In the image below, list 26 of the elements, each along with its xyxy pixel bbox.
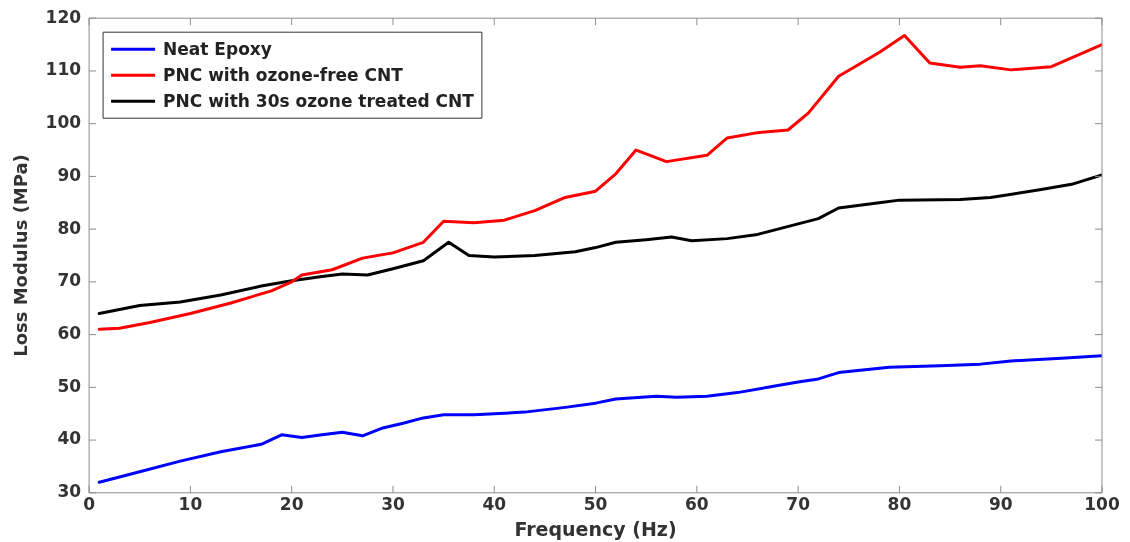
- x-tick-label: 100: [1084, 494, 1120, 515]
- x-tick-label: 70: [786, 494, 811, 515]
- y-tick-label: 70: [57, 270, 82, 291]
- legend-label: Neat Epoxy: [163, 38, 272, 59]
- x-tick-label: 90: [988, 494, 1013, 515]
- y-tick-label: 80: [57, 217, 82, 238]
- y-tick-label: 50: [57, 375, 82, 396]
- x-tick-label: 0: [83, 494, 96, 515]
- x-axis-title: Frequency (Hz): [514, 517, 677, 540]
- x-tick-label: 80: [887, 494, 912, 515]
- y-tick-label: 120: [45, 6, 82, 27]
- y-tick-label: 30: [57, 481, 82, 502]
- legend-label: PNC with ozone-free CNT: [163, 64, 404, 85]
- y-tick-label: 100: [45, 112, 82, 133]
- x-tick-label: 50: [583, 494, 608, 515]
- y-axis-title: Loss Modulus (MPa): [10, 154, 32, 357]
- x-tick-label: 30: [381, 494, 405, 515]
- x-tick-label: 10: [178, 494, 203, 515]
- x-tick-label: 20: [279, 494, 304, 515]
- y-tick-label: 40: [57, 428, 82, 449]
- y-tick-label: 110: [45, 59, 82, 80]
- y-tick-label: 90: [57, 164, 82, 185]
- x-tick-label: 60: [685, 494, 709, 515]
- legend-label: PNC with 30s ozone treated CNT: [163, 90, 475, 111]
- x-tick-label: 40: [482, 494, 507, 515]
- y-tick-label: 60: [57, 323, 82, 344]
